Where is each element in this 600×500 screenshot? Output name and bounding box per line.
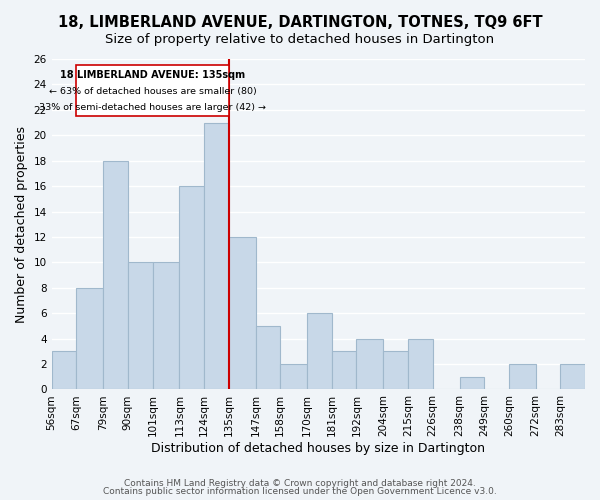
- Text: Contains public sector information licensed under the Open Government Licence v3: Contains public sector information licen…: [103, 487, 497, 496]
- Bar: [52, 352, 76, 390]
- Bar: [332, 352, 356, 390]
- Text: 18, LIMBERLAND AVENUE, DARTINGTON, TOTNES, TQ9 6FT: 18, LIMBERLAND AVENUE, DARTINGTON, TOTNE…: [58, 15, 542, 30]
- Bar: [204, 122, 229, 390]
- Bar: [307, 313, 332, 390]
- Text: Size of property relative to detached houses in Dartington: Size of property relative to detached ho…: [106, 32, 494, 46]
- Bar: [152, 262, 179, 390]
- Bar: [460, 376, 484, 390]
- FancyBboxPatch shape: [76, 66, 229, 116]
- Bar: [179, 186, 204, 390]
- Text: 33% of semi-detached houses are larger (42) →: 33% of semi-detached houses are larger (…: [39, 104, 266, 112]
- Text: ← 63% of detached houses are smaller (80): ← 63% of detached houses are smaller (80…: [49, 87, 256, 96]
- Bar: [103, 160, 128, 390]
- Bar: [229, 237, 256, 390]
- Text: 18 LIMBERLAND AVENUE: 135sqm: 18 LIMBERLAND AVENUE: 135sqm: [60, 70, 245, 81]
- Bar: [256, 326, 280, 390]
- Y-axis label: Number of detached properties: Number of detached properties: [15, 126, 28, 322]
- Bar: [128, 262, 152, 390]
- Bar: [383, 352, 408, 390]
- Bar: [356, 338, 383, 390]
- Bar: [280, 364, 307, 390]
- Bar: [76, 288, 103, 390]
- Bar: [408, 338, 433, 390]
- X-axis label: Distribution of detached houses by size in Dartington: Distribution of detached houses by size …: [151, 442, 485, 455]
- Bar: [509, 364, 536, 390]
- Text: Contains HM Land Registry data © Crown copyright and database right 2024.: Contains HM Land Registry data © Crown c…: [124, 478, 476, 488]
- Bar: [560, 364, 585, 390]
